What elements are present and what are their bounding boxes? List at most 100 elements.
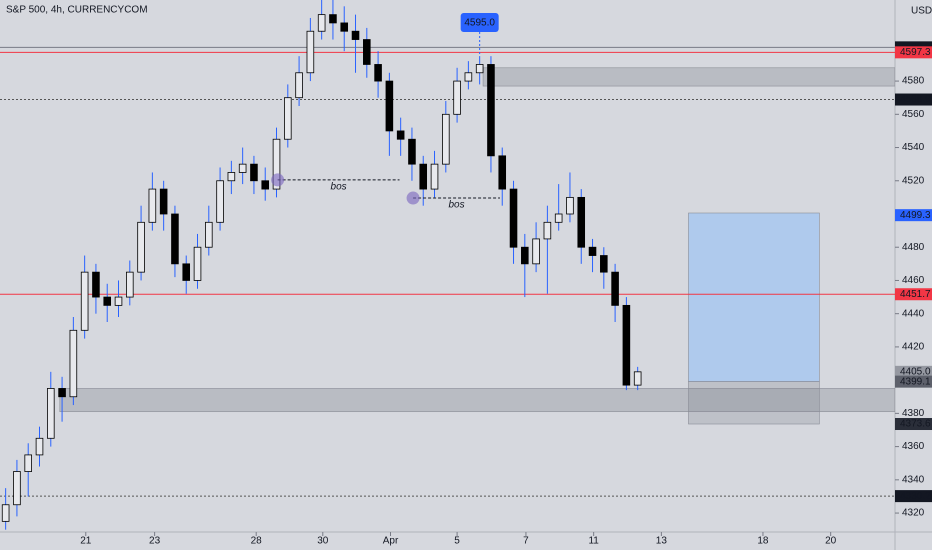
candle-body: [295, 72, 303, 99]
candle-body: [47, 388, 55, 439]
candle-body: [80, 271, 89, 331]
x-tick-label: 28: [251, 536, 263, 547]
candle-body: [588, 246, 597, 256]
zone: [688, 381, 820, 425]
y-tick-label: 4340: [902, 474, 925, 485]
zone: [688, 212, 820, 382]
bos-point: [271, 173, 285, 187]
candle-body: [193, 246, 202, 281]
candle-body: [159, 188, 168, 215]
candle-body: [35, 437, 44, 456]
price-tag-label: 4451.7: [900, 289, 931, 300]
candle-body: [487, 64, 495, 157]
candle-body: [419, 163, 428, 190]
price-tag-label: 4399.1: [900, 376, 931, 387]
bos-label: bos: [331, 182, 347, 193]
candle-body: [216, 180, 224, 223]
price-tag: [895, 209, 932, 222]
candle-body: [13, 471, 21, 506]
candle-body: [396, 130, 405, 140]
candle-body: [182, 263, 191, 281]
candle-body: [1, 504, 10, 522]
price-tag-label: 4330.2: [900, 491, 931, 502]
price-tag: [895, 365, 932, 378]
callout-label: 4595.0: [464, 18, 495, 29]
candle-body: [171, 213, 179, 265]
candle-body: [92, 271, 100, 298]
candle-body: [329, 14, 337, 24]
candle-body: [633, 371, 642, 386]
x-tick-label: 13: [656, 536, 668, 547]
price-tag-label: 4405.0: [900, 366, 931, 377]
candle-body: [554, 213, 563, 223]
callout-box: [460, 13, 499, 32]
candle-body: [114, 296, 123, 306]
y-tick-label: 4360: [902, 441, 925, 452]
candle-body: [453, 80, 461, 115]
candle-body: [442, 113, 450, 165]
candle-body: [137, 221, 145, 273]
bos-point: [406, 191, 420, 205]
candle-body: [374, 64, 382, 82]
x-tick-label: 21: [80, 536, 92, 547]
x-tick-label: 23: [149, 536, 161, 547]
y-tick-label: 4320: [902, 508, 925, 519]
candle-body: [611, 271, 619, 306]
candle-body: [24, 454, 33, 472]
candle-body: [430, 163, 439, 190]
price-tag: [895, 288, 932, 301]
candle-body: [272, 138, 281, 190]
candle-body: [600, 255, 608, 273]
y-tick-label: 4420: [902, 342, 925, 353]
x-tick-label: 18: [757, 536, 769, 547]
candle-body: [227, 172, 236, 182]
candle-body: [103, 296, 112, 306]
price-tag-label: 4499.3: [900, 210, 931, 221]
y-tick-label: 4380: [902, 408, 925, 419]
candle-body: [521, 246, 529, 265]
candle-body: [306, 30, 315, 74]
candle-body: [261, 180, 270, 190]
candle-body: [408, 138, 416, 165]
x-tick-label: 20: [825, 536, 837, 547]
x-tick-label: Apr: [383, 536, 399, 547]
y-tick-label: 4520: [902, 175, 925, 186]
price-tag-label: 4373.6: [900, 419, 931, 430]
axes: 4320434043604380440044204440446044804500…: [80, 41, 932, 547]
price-tag-label: 4597.3: [900, 47, 931, 58]
candle-body: [317, 14, 326, 32]
candle-body: [284, 97, 292, 140]
zone: [59, 388, 895, 413]
bos-label: bos: [448, 200, 464, 211]
y-tick-label: 4540: [902, 142, 925, 153]
y-tick-label: 4460: [902, 275, 925, 286]
candle-body: [126, 271, 134, 298]
candle-body: [69, 329, 78, 398]
candle-body: [532, 238, 540, 265]
x-tick-label: 5: [454, 536, 460, 547]
candle-body: [385, 80, 394, 132]
candle-body: [238, 163, 247, 173]
x-tick-label: 7: [523, 536, 529, 547]
candle-body: [351, 30, 360, 40]
price-tag: [895, 418, 932, 431]
candle-body: [58, 388, 66, 398]
candle-body: [205, 221, 213, 248]
candle-body: [622, 304, 631, 386]
candle-body: [543, 221, 552, 240]
y-tick-label: 4440: [902, 308, 925, 319]
candle-body: [498, 155, 507, 190]
plot-area: bos bos 4595.0: [0, 0, 895, 530]
price-tag: [895, 375, 932, 388]
zone: [482, 67, 895, 87]
y-tick-label: 4580: [902, 76, 925, 87]
x-tick-label: 11: [588, 536, 599, 547]
candle-body: [148, 188, 157, 223]
candle-body: [363, 39, 371, 65]
price-tag: [895, 490, 932, 503]
candle-body: [464, 72, 473, 82]
y-tick-label: 4560: [902, 109, 925, 120]
currency: USD: [911, 6, 932, 17]
price-tag: [895, 93, 932, 106]
